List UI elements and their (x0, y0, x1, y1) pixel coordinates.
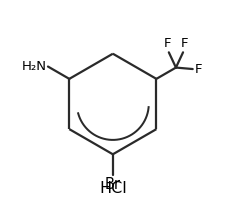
Text: HCl: HCl (99, 181, 127, 196)
Text: F: F (180, 37, 188, 50)
Text: F: F (164, 37, 172, 50)
Text: Br: Br (105, 177, 121, 192)
Text: F: F (195, 63, 202, 76)
Text: H₂N: H₂N (21, 60, 46, 73)
